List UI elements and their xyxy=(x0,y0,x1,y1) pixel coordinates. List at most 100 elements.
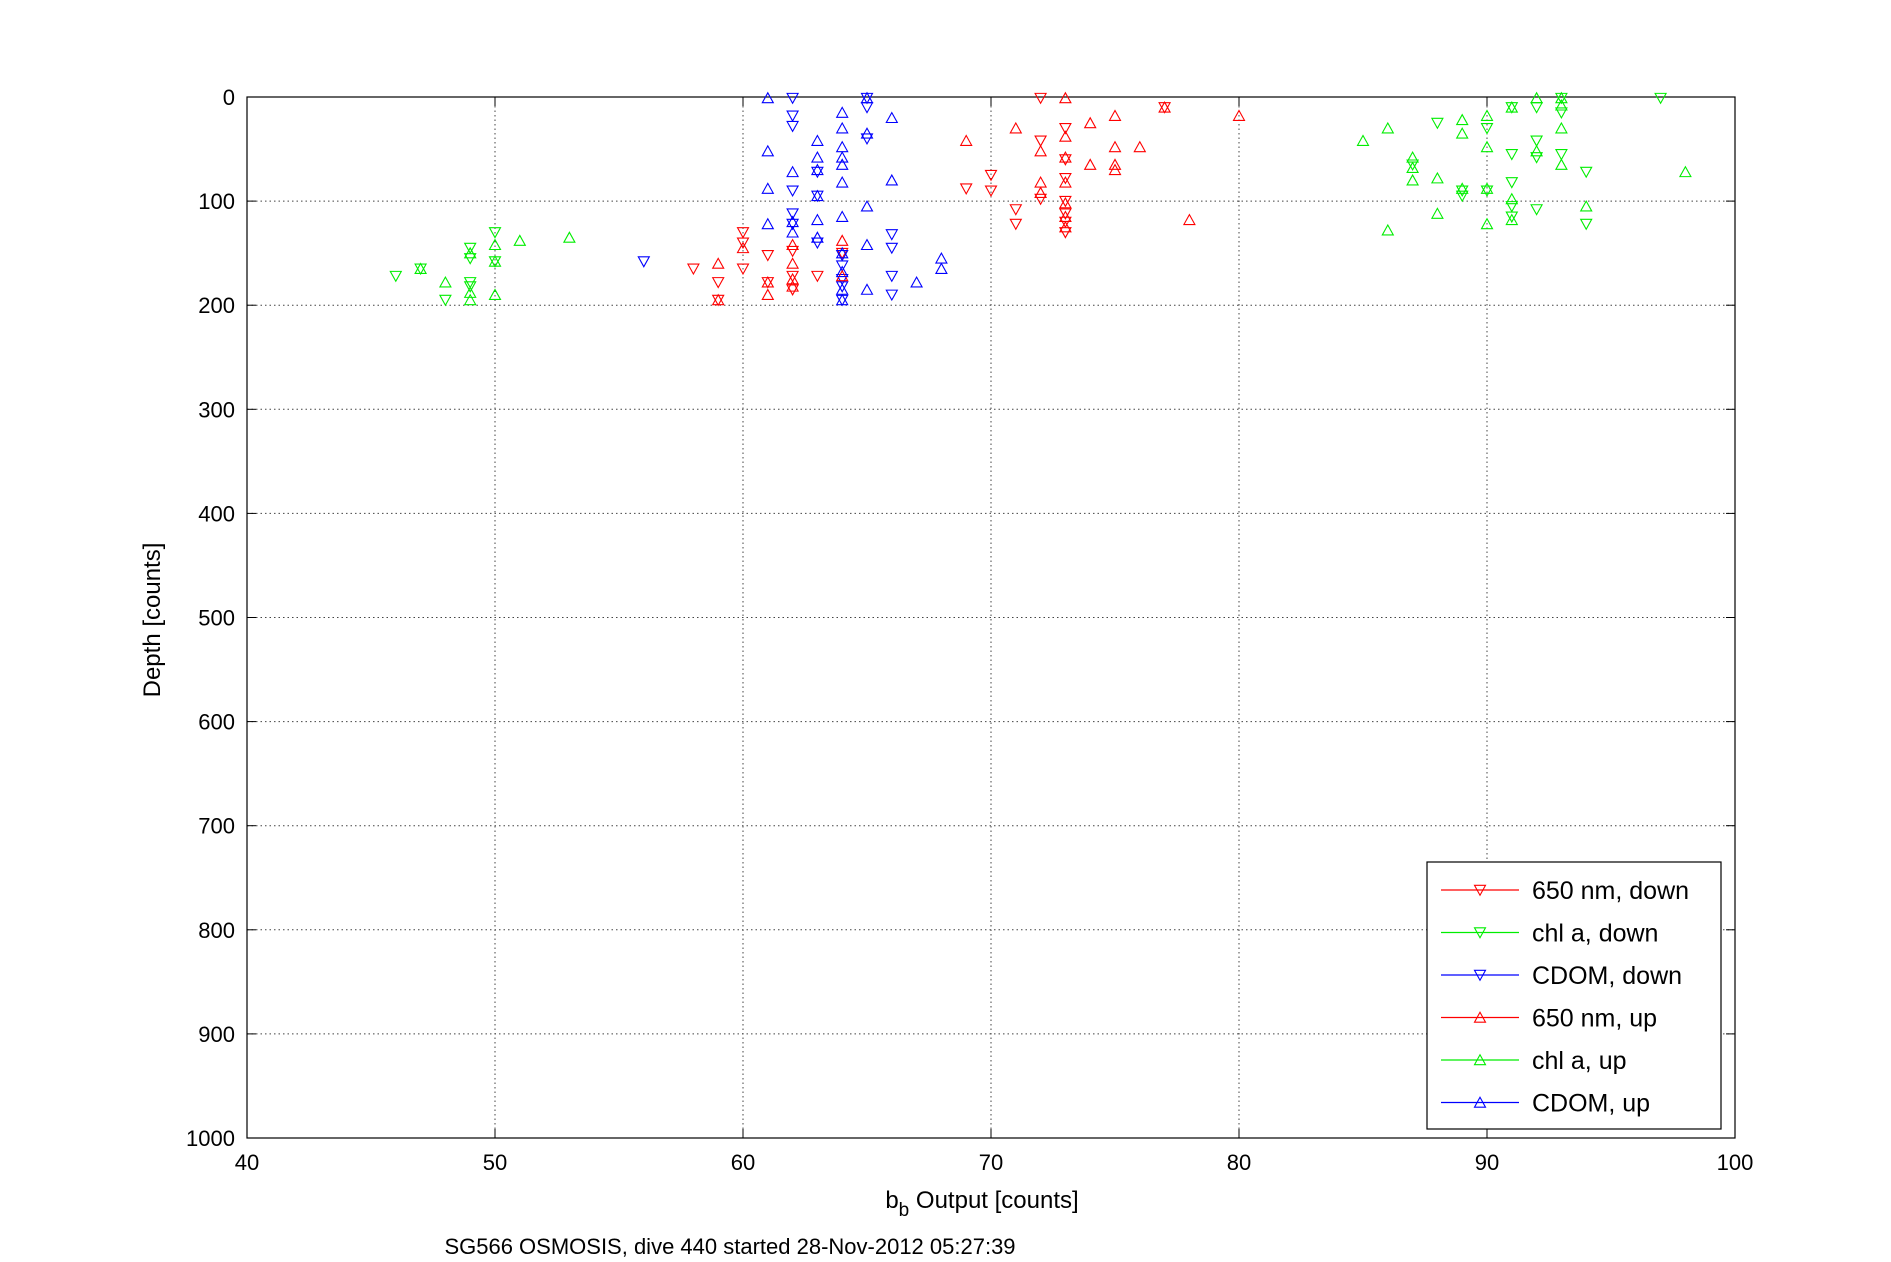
data-point xyxy=(1381,121,1395,134)
data-point xyxy=(1530,204,1544,216)
y-tick-label: 500 xyxy=(198,606,235,631)
data-point xyxy=(860,199,874,212)
data-point xyxy=(835,176,849,188)
data-point xyxy=(860,238,874,251)
data-point xyxy=(1530,135,1544,148)
y-tick-label: 200 xyxy=(198,293,235,318)
x-tick-label: 90 xyxy=(1475,1150,1499,1175)
data-point xyxy=(686,263,700,276)
data-point xyxy=(488,227,502,239)
legend-label: chl a, up xyxy=(1532,1047,1627,1075)
data-point xyxy=(1034,186,1048,198)
data-point xyxy=(1108,140,1122,153)
data-point xyxy=(810,189,824,202)
data-point xyxy=(1058,196,1072,209)
legend-label: CDOM, down xyxy=(1532,962,1682,990)
data-point xyxy=(1505,149,1519,161)
data-point xyxy=(786,218,800,231)
data-point xyxy=(1058,176,1072,188)
data-point xyxy=(761,217,775,230)
data-point xyxy=(959,183,973,195)
series-3 xyxy=(711,91,1246,306)
data-point xyxy=(786,238,800,251)
caption: SG566 OSMOSIS, dive 440 started 28-Nov-2… xyxy=(444,1234,1015,1259)
data-point xyxy=(1058,220,1072,233)
data-point xyxy=(711,293,725,306)
data-point xyxy=(835,121,849,134)
data-point xyxy=(786,208,800,220)
data-point xyxy=(786,120,800,133)
grid xyxy=(247,97,1735,1138)
data-point xyxy=(463,246,477,259)
x-tick-label: 70 xyxy=(979,1150,1003,1175)
series-5 xyxy=(761,91,948,306)
legend-label: 650 nm, up xyxy=(1532,1005,1657,1033)
data-point xyxy=(1406,173,1420,186)
y-tick-label: 300 xyxy=(198,397,235,422)
data-point xyxy=(1058,123,1072,135)
legend-box xyxy=(1426,861,1722,1130)
data-point xyxy=(1554,121,1568,134)
x-tick-label: 100 xyxy=(1717,1150,1754,1175)
data-point xyxy=(810,213,824,226)
data-point xyxy=(835,293,849,306)
data-point xyxy=(761,144,775,157)
data-point xyxy=(786,284,800,296)
data-point xyxy=(1083,158,1097,170)
data-point xyxy=(786,185,800,198)
data-point xyxy=(1430,171,1444,184)
data-point xyxy=(463,277,477,289)
data-point xyxy=(1058,172,1072,185)
data-point xyxy=(1579,218,1593,231)
data-point xyxy=(835,234,849,246)
data-point xyxy=(1480,182,1494,194)
data-point xyxy=(786,225,800,238)
data-point xyxy=(1108,109,1122,121)
data-point xyxy=(463,293,477,306)
data-point xyxy=(1654,92,1668,105)
data-point xyxy=(1058,91,1072,104)
data-point xyxy=(438,294,452,307)
y-tick-label: 800 xyxy=(198,918,235,943)
legend-label: 650 nm, down xyxy=(1532,877,1689,905)
data-point xyxy=(1034,135,1048,148)
data-point xyxy=(736,263,750,276)
data-point xyxy=(1034,144,1048,157)
data-point xyxy=(761,288,775,301)
data-point xyxy=(1108,158,1122,170)
data-point xyxy=(463,253,477,265)
data-point xyxy=(810,270,824,283)
data-point xyxy=(835,281,849,293)
data-point xyxy=(835,250,849,262)
data-point xyxy=(736,227,750,239)
data-point xyxy=(488,288,502,301)
data-point xyxy=(860,283,874,295)
data-point xyxy=(910,275,924,288)
legend-marker xyxy=(1473,1011,1487,1023)
data-point xyxy=(1381,223,1395,236)
data-point xyxy=(1455,113,1469,126)
x-axis-label-rest: Output [counts] xyxy=(909,1187,1078,1214)
data-point xyxy=(885,270,899,283)
x-tick-label: 50 xyxy=(483,1150,507,1175)
data-point xyxy=(1009,204,1023,216)
data-point xyxy=(1034,193,1048,206)
data-point xyxy=(786,110,800,123)
x-tick-label: 40 xyxy=(235,1150,259,1175)
data-point xyxy=(1406,159,1420,172)
data-point xyxy=(860,127,874,139)
data-point xyxy=(786,245,800,258)
data-point xyxy=(1579,166,1593,179)
data-point xyxy=(1554,107,1568,119)
data-point xyxy=(1480,123,1494,135)
data-point xyxy=(1430,117,1444,130)
data-point xyxy=(1554,98,1568,111)
data-point xyxy=(1455,190,1469,203)
legend-marker xyxy=(1473,884,1487,897)
legend-marker xyxy=(1473,1053,1487,1066)
legend-marker xyxy=(1473,969,1487,982)
legend-label: chl a, down xyxy=(1532,920,1658,948)
data-point xyxy=(984,169,998,182)
axis-ticks: 40 50 60 70 80 90 1000100200300400500600700800… xyxy=(186,85,1753,1175)
data-point xyxy=(1530,144,1544,157)
